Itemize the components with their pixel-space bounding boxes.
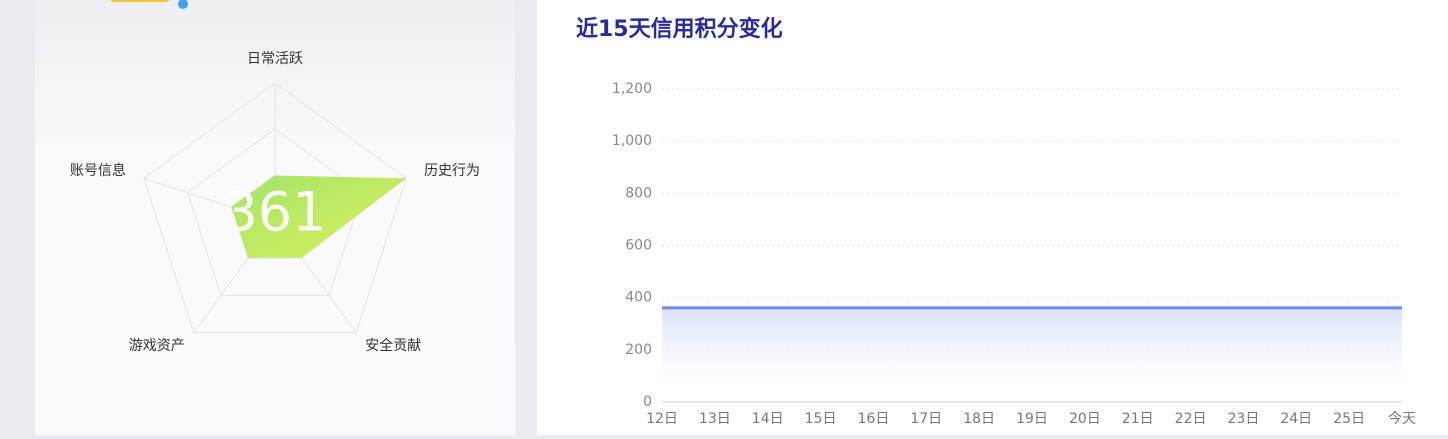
x-tick-label: 14日 [752,411,784,427]
x-tick-label: 19日 [1016,411,1048,427]
y-tick-label: 600 [625,238,652,254]
radar-label: 日常活跃 [247,51,303,67]
radar-label: 历史行为 [424,163,480,179]
chart-title: 近15天信用积分变化 [576,16,783,42]
user-icon [178,0,188,9]
y-tick-label: 200 [625,342,652,358]
y-tick-label: 800 [625,185,652,201]
x-tick-label: 12日 [646,411,678,427]
line-area [662,307,1402,402]
x-tick-label: 25日 [1333,411,1365,427]
y-tick-label: 1,000 [612,133,652,149]
x-tick-label: 24日 [1280,411,1312,427]
x-tick-label: 今天 [1388,411,1416,427]
radar-ring [143,82,407,334]
badge-icon [110,0,170,2]
x-tick-label: 13日 [699,411,731,427]
score: 361 [223,181,326,244]
x-tick-label: 20日 [1069,411,1101,427]
y-tick-label: 1,200 [612,81,652,97]
radar-label: 游戏资产 [129,338,185,354]
x-tick-label: 17日 [910,411,942,427]
x-tick-label: 16日 [858,411,890,427]
y-tick-label: 0 [643,394,652,410]
x-tick-label: 18日 [963,411,995,427]
radar-label: 账号信息 [70,162,126,179]
radar-area [231,175,407,258]
x-tick-label: 15日 [805,411,837,427]
x-tick-label: 22日 [1175,411,1207,427]
radar-label: 安全贡献 [365,337,421,354]
x-tick-label: 21日 [1122,411,1154,427]
y-tick-label: 400 [625,290,652,306]
x-tick-label: 23日 [1228,411,1260,427]
